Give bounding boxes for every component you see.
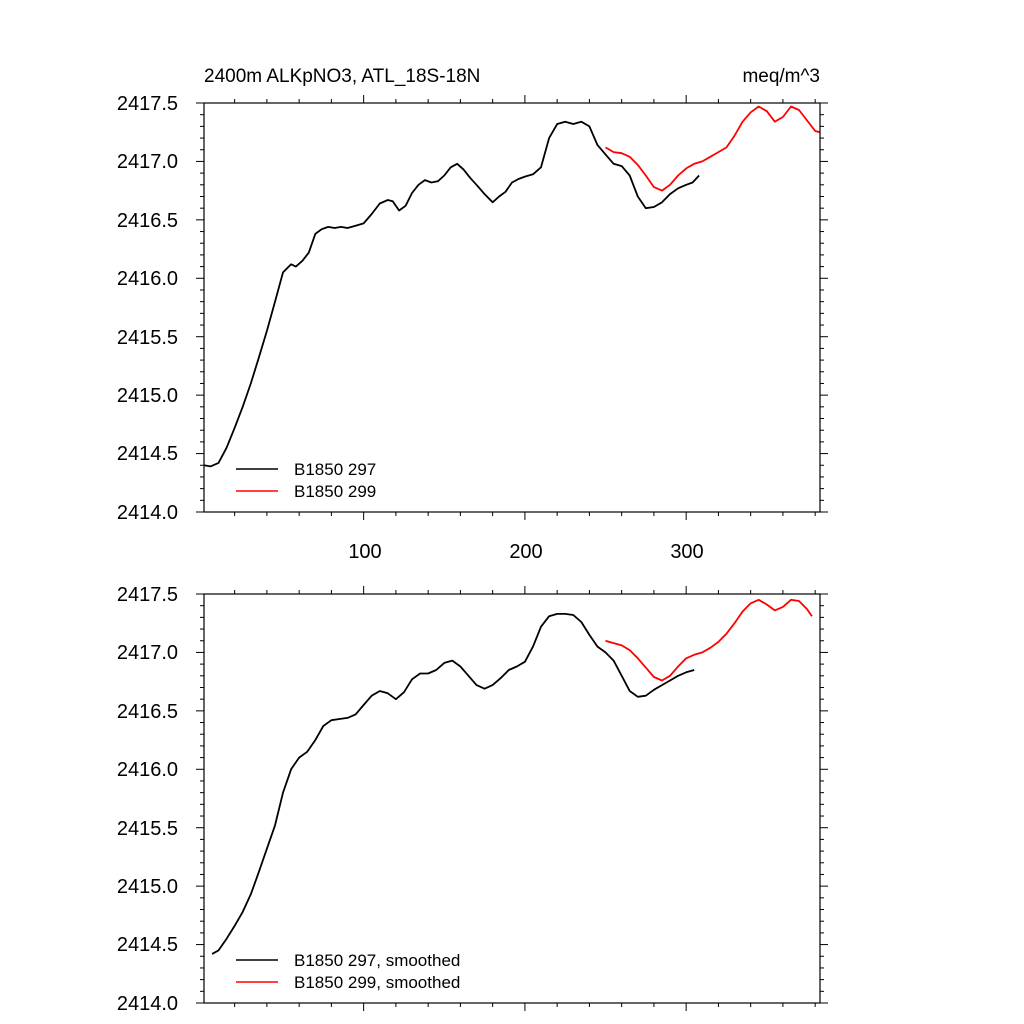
legend: B1850 297, smoothed B1850 299, smoothed: [236, 951, 460, 992]
y-tick-label: 2416.0: [117, 759, 178, 781]
y-tick-label: 2415.5: [117, 327, 178, 349]
y-tick-label: 2416.0: [117, 268, 178, 290]
y-tick-label: 2416.5: [117, 210, 178, 232]
tick-layer: [196, 586, 828, 1011]
y-tick-label: 2417.0: [117, 642, 178, 664]
y-tick-label: 2415.0: [117, 876, 178, 898]
top-panel: 2400m ALKpNO3, ATL_18S-18N meq/m^3 2417.…: [117, 66, 828, 563]
legend-label: B1850 297: [294, 460, 376, 479]
y-tick-labels: 2417.5 2417.0 2416.5 2416.0 2415.5 2415.…: [117, 584, 178, 1015]
y-tick-label: 2415.5: [117, 818, 178, 840]
series-layer: [203, 105, 821, 468]
y-tick-labels: 2417.5 2417.0 2416.5 2416.0 2415.5 2415.…: [117, 93, 178, 524]
bottom-panel: 2417.5 2417.0 2416.5 2416.0 2415.5 2415.…: [117, 584, 828, 1015]
legend: B1850 297 B1850 299: [236, 460, 376, 501]
y-tick-label: 2414.0: [117, 502, 178, 524]
y-tick-label: 2416.5: [117, 701, 178, 723]
tick-layer: [196, 95, 828, 520]
chart-title: 2400m ALKpNO3, ATL_18S-18N: [204, 66, 480, 87]
legend-label: B1850 299: [294, 482, 376, 501]
y-tick-label: 2417.0: [117, 151, 178, 173]
series-line: [605, 598, 813, 682]
y-tick-label: 2415.0: [117, 385, 178, 407]
y-tick-label: 2414.5: [117, 934, 178, 956]
y-tick-label: 2414.5: [117, 443, 178, 465]
y-tick-label: 2417.5: [117, 93, 178, 115]
x-tick-label: 100: [348, 541, 381, 563]
x-tick-labels: 100 200 300: [348, 541, 703, 563]
plot-frame: [203, 593, 821, 1004]
units-label: meq/m^3: [742, 66, 820, 87]
legend-label: B1850 297, smoothed: [294, 951, 460, 970]
legend-label: B1850 299, smoothed: [294, 973, 460, 992]
series-line: [605, 105, 821, 192]
x-tick-label: 200: [509, 541, 542, 563]
plot-frame: [203, 102, 821, 513]
series-line: [203, 120, 700, 468]
series-layer: [211, 598, 813, 955]
series-line: [211, 613, 695, 955]
y-tick-label: 2417.5: [117, 584, 178, 606]
y-tick-label: 2414.0: [117, 993, 178, 1015]
x-tick-label: 300: [670, 541, 703, 563]
